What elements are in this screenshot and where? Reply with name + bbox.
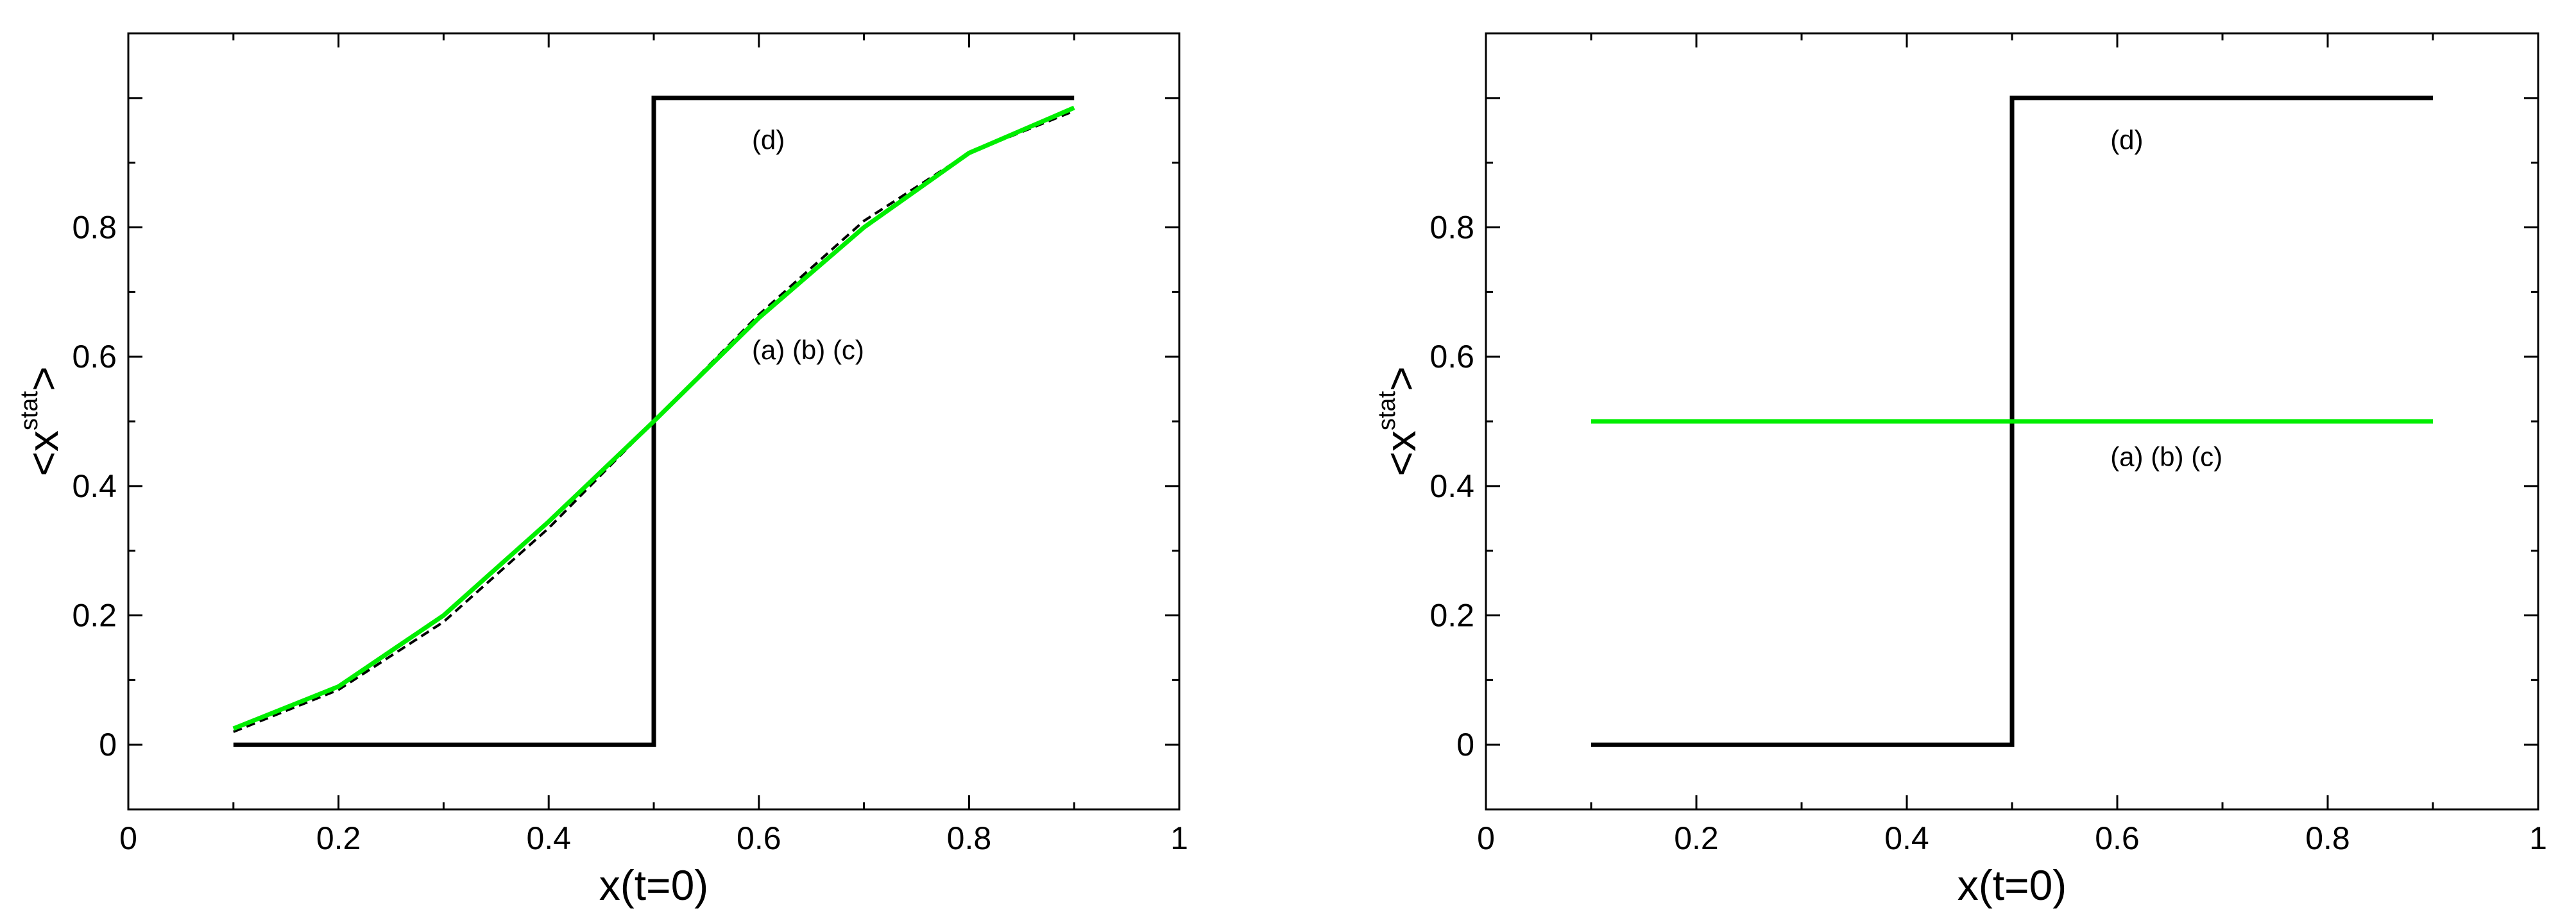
x-tick-label: 0.8 (947, 820, 992, 856)
x-tick-label: 0 (119, 820, 137, 856)
y-axis-label-base: <x (19, 430, 67, 477)
x-tick-label: 0.4 (1884, 820, 1929, 856)
series-line-3 (232, 105, 1075, 731)
y-tick-label: 0.8 (1429, 210, 1474, 246)
y-tick-label: 0.6 (72, 339, 117, 375)
annotation-label: (d) (752, 124, 785, 155)
y-tick-label: 0.2 (72, 598, 117, 634)
x-tick-label: 0.6 (2095, 820, 2140, 856)
x-tick-label: 1 (2529, 820, 2547, 856)
y-tick-label: 0.2 (1429, 598, 1474, 634)
y-axis-label: <xstat> (16, 366, 67, 476)
y-tick-label: 0 (1456, 727, 1474, 763)
chart-panel-2: 0 0.2 0.4 0.6 0.8 1 0 0.2 0.4 0.6 0.8 x(t=0) <xstat>… (1374, 32, 2547, 909)
x-tick-label: 0.6 (737, 820, 781, 856)
y-tick-label: 0.4 (1429, 468, 1474, 504)
annotation-label: (a) (b) (c) (752, 335, 864, 365)
y-tick-label: 0.8 (72, 210, 117, 246)
y-axis-label-base: <x (1377, 430, 1424, 477)
x-tick-label: 0.4 (526, 820, 571, 856)
x-axis-label: x(t=0) (599, 861, 709, 909)
x-tick-label: 0 (1477, 820, 1495, 856)
x-tick-label: 0.2 (1674, 820, 1719, 856)
chart-panel-1: 0 0.2 0.4 0.6 0.8 1 0 0.2 0.4 0.6 0.8 x(t=0) <xstat>… (16, 32, 1188, 909)
y-tick-label: 0.6 (1429, 339, 1474, 375)
x-tick-label: 0.2 (316, 820, 361, 856)
y-axis-label-superscript: stat (16, 391, 43, 430)
y-axis-label-close: > (19, 366, 67, 391)
y-tick-label: 0.4 (72, 468, 117, 504)
x-axis-label: x(t=0) (1958, 861, 2067, 909)
annotation-label: (d) (2110, 124, 2143, 155)
y-axis-label: <xstat> (1374, 366, 1424, 476)
y-axis-label-close: > (1377, 366, 1424, 391)
x-tick-label: 1 (1170, 820, 1188, 856)
y-axis-label-superscript: stat (1374, 391, 1401, 430)
y-tick-label: 0 (99, 727, 117, 763)
annotation-label: (a) (b) (c) (2110, 441, 2222, 471)
x-tick-label: 0.8 (2305, 820, 2350, 856)
